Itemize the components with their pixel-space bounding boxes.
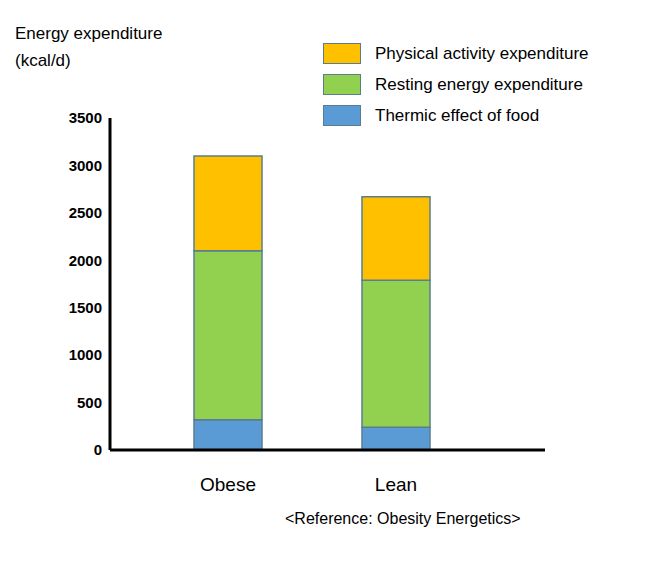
svg-text:2500: 2500 [69, 204, 102, 221]
svg-text:3000: 3000 [69, 157, 102, 174]
svg-text:Obese: Obese [200, 474, 256, 495]
html-text:Energy expenditure: Energy expenditure [15, 24, 163, 43]
html-text:Physical activity expenditure: Physical activity expenditure [375, 43, 589, 63]
svg-text:Lean: Lean [375, 474, 417, 495]
html-text:Resting energy expenditure: Resting energy expenditure [375, 74, 583, 94]
html-text:(kcal/d): (kcal/d) [15, 51, 71, 70]
svg-text:3500: 3500 [69, 109, 102, 126]
html-text:Thermic effect of food: Thermic effect of food [375, 105, 540, 125]
svg-text:1500: 1500 [69, 299, 102, 316]
svg-text:2000: 2000 [69, 252, 102, 269]
svg-text:0: 0 [94, 441, 102, 458]
svg-text:1000: 1000 [69, 346, 102, 363]
html-text:<Reference: Obesity Energetics: <Reference: Obesity Energetics> [285, 510, 521, 527]
svg-text:500: 500 [77, 394, 102, 411]
